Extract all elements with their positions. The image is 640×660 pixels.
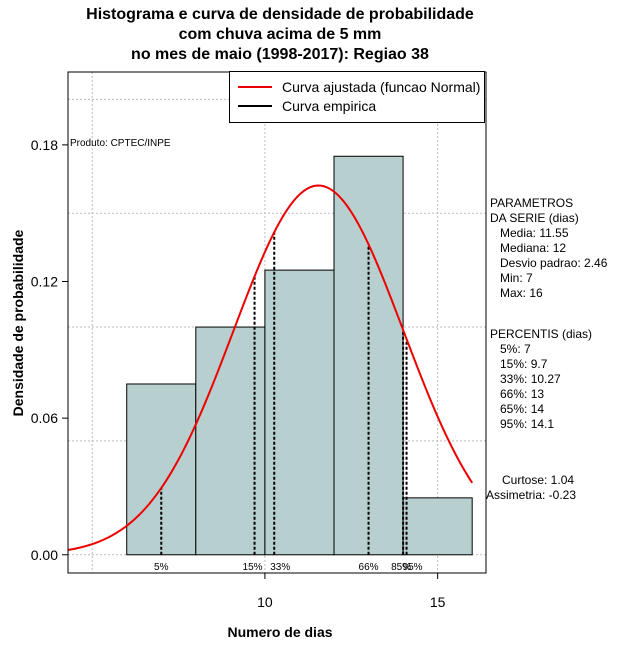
histogram-bar-1 — [195, 326, 266, 556]
chart-legend: Curva ajustada (funcao Normal) Curva emp… — [229, 71, 485, 123]
legend-swatch-fitted — [238, 86, 272, 88]
legend-label-empirical: Curva empirica — [282, 98, 377, 114]
legend-item-empirical: Curva empirica — [238, 97, 376, 115]
percentile-label-2: 33% — [270, 562, 290, 573]
y-tick-label-1: 0.06 — [31, 410, 58, 426]
x-axis-label: Numero de dias — [227, 624, 333, 640]
chart-title-line-3: no mes de maio (1998-2017): Regiao 38 — [131, 46, 429, 63]
x-tick-label-1: 15 — [430, 594, 446, 610]
fitted-normal-curve — [67, 184, 474, 551]
legend-swatch-empirical — [238, 105, 272, 107]
histogram-bar-4 — [402, 497, 473, 556]
legend-label-fitted: Curva ajustada (funcao Normal) — [282, 79, 481, 95]
credit-text: Produto: CPTEC/INPE — [70, 138, 171, 149]
y-tick-label-3: 0.18 — [31, 137, 58, 153]
legend-item-fitted: Curva ajustada (funcao Normal) — [238, 78, 480, 96]
y-tick-label-0: 0.00 — [31, 547, 58, 563]
histogram-bar-3 — [333, 155, 404, 556]
y-axis-label: Densidade de probabilidade — [10, 229, 26, 417]
percentis-heading: PERCENTIS (dias) — [490, 327, 593, 341]
chart-title-line-1: Histograma e curva de densidade de proba… — [86, 6, 474, 23]
parametros-values: Media: 11.55 Mediana: 12 Desvio padrao: … — [500, 226, 608, 300]
histogram-bar-2 — [264, 269, 335, 556]
skewness-text: Assimetria: -0.23 — [486, 488, 577, 502]
percentile-label-3: 66% — [359, 562, 379, 573]
parametros-heading: PARAMETROS DA SERIE (dias) — [490, 196, 579, 225]
percentis-values: 5%: 7 15%: 9.7 33%: 10.27 66%: 13 65%: 1… — [500, 342, 561, 431]
percentile-label-0: 5% — [154, 562, 169, 573]
percentile-label-4: 85% — [391, 562, 411, 573]
x-tick-label-0: 10 — [257, 594, 273, 610]
kurtosis-text: Curtose: 1.04 — [502, 473, 575, 487]
chart-title-line-2: com chuva acima de 5 mm — [178, 26, 382, 43]
percentile-label-1: 15% — [243, 562, 263, 573]
percentile-label-5: 95% — [403, 562, 423, 573]
y-tick-label-2: 0.12 — [31, 274, 58, 290]
